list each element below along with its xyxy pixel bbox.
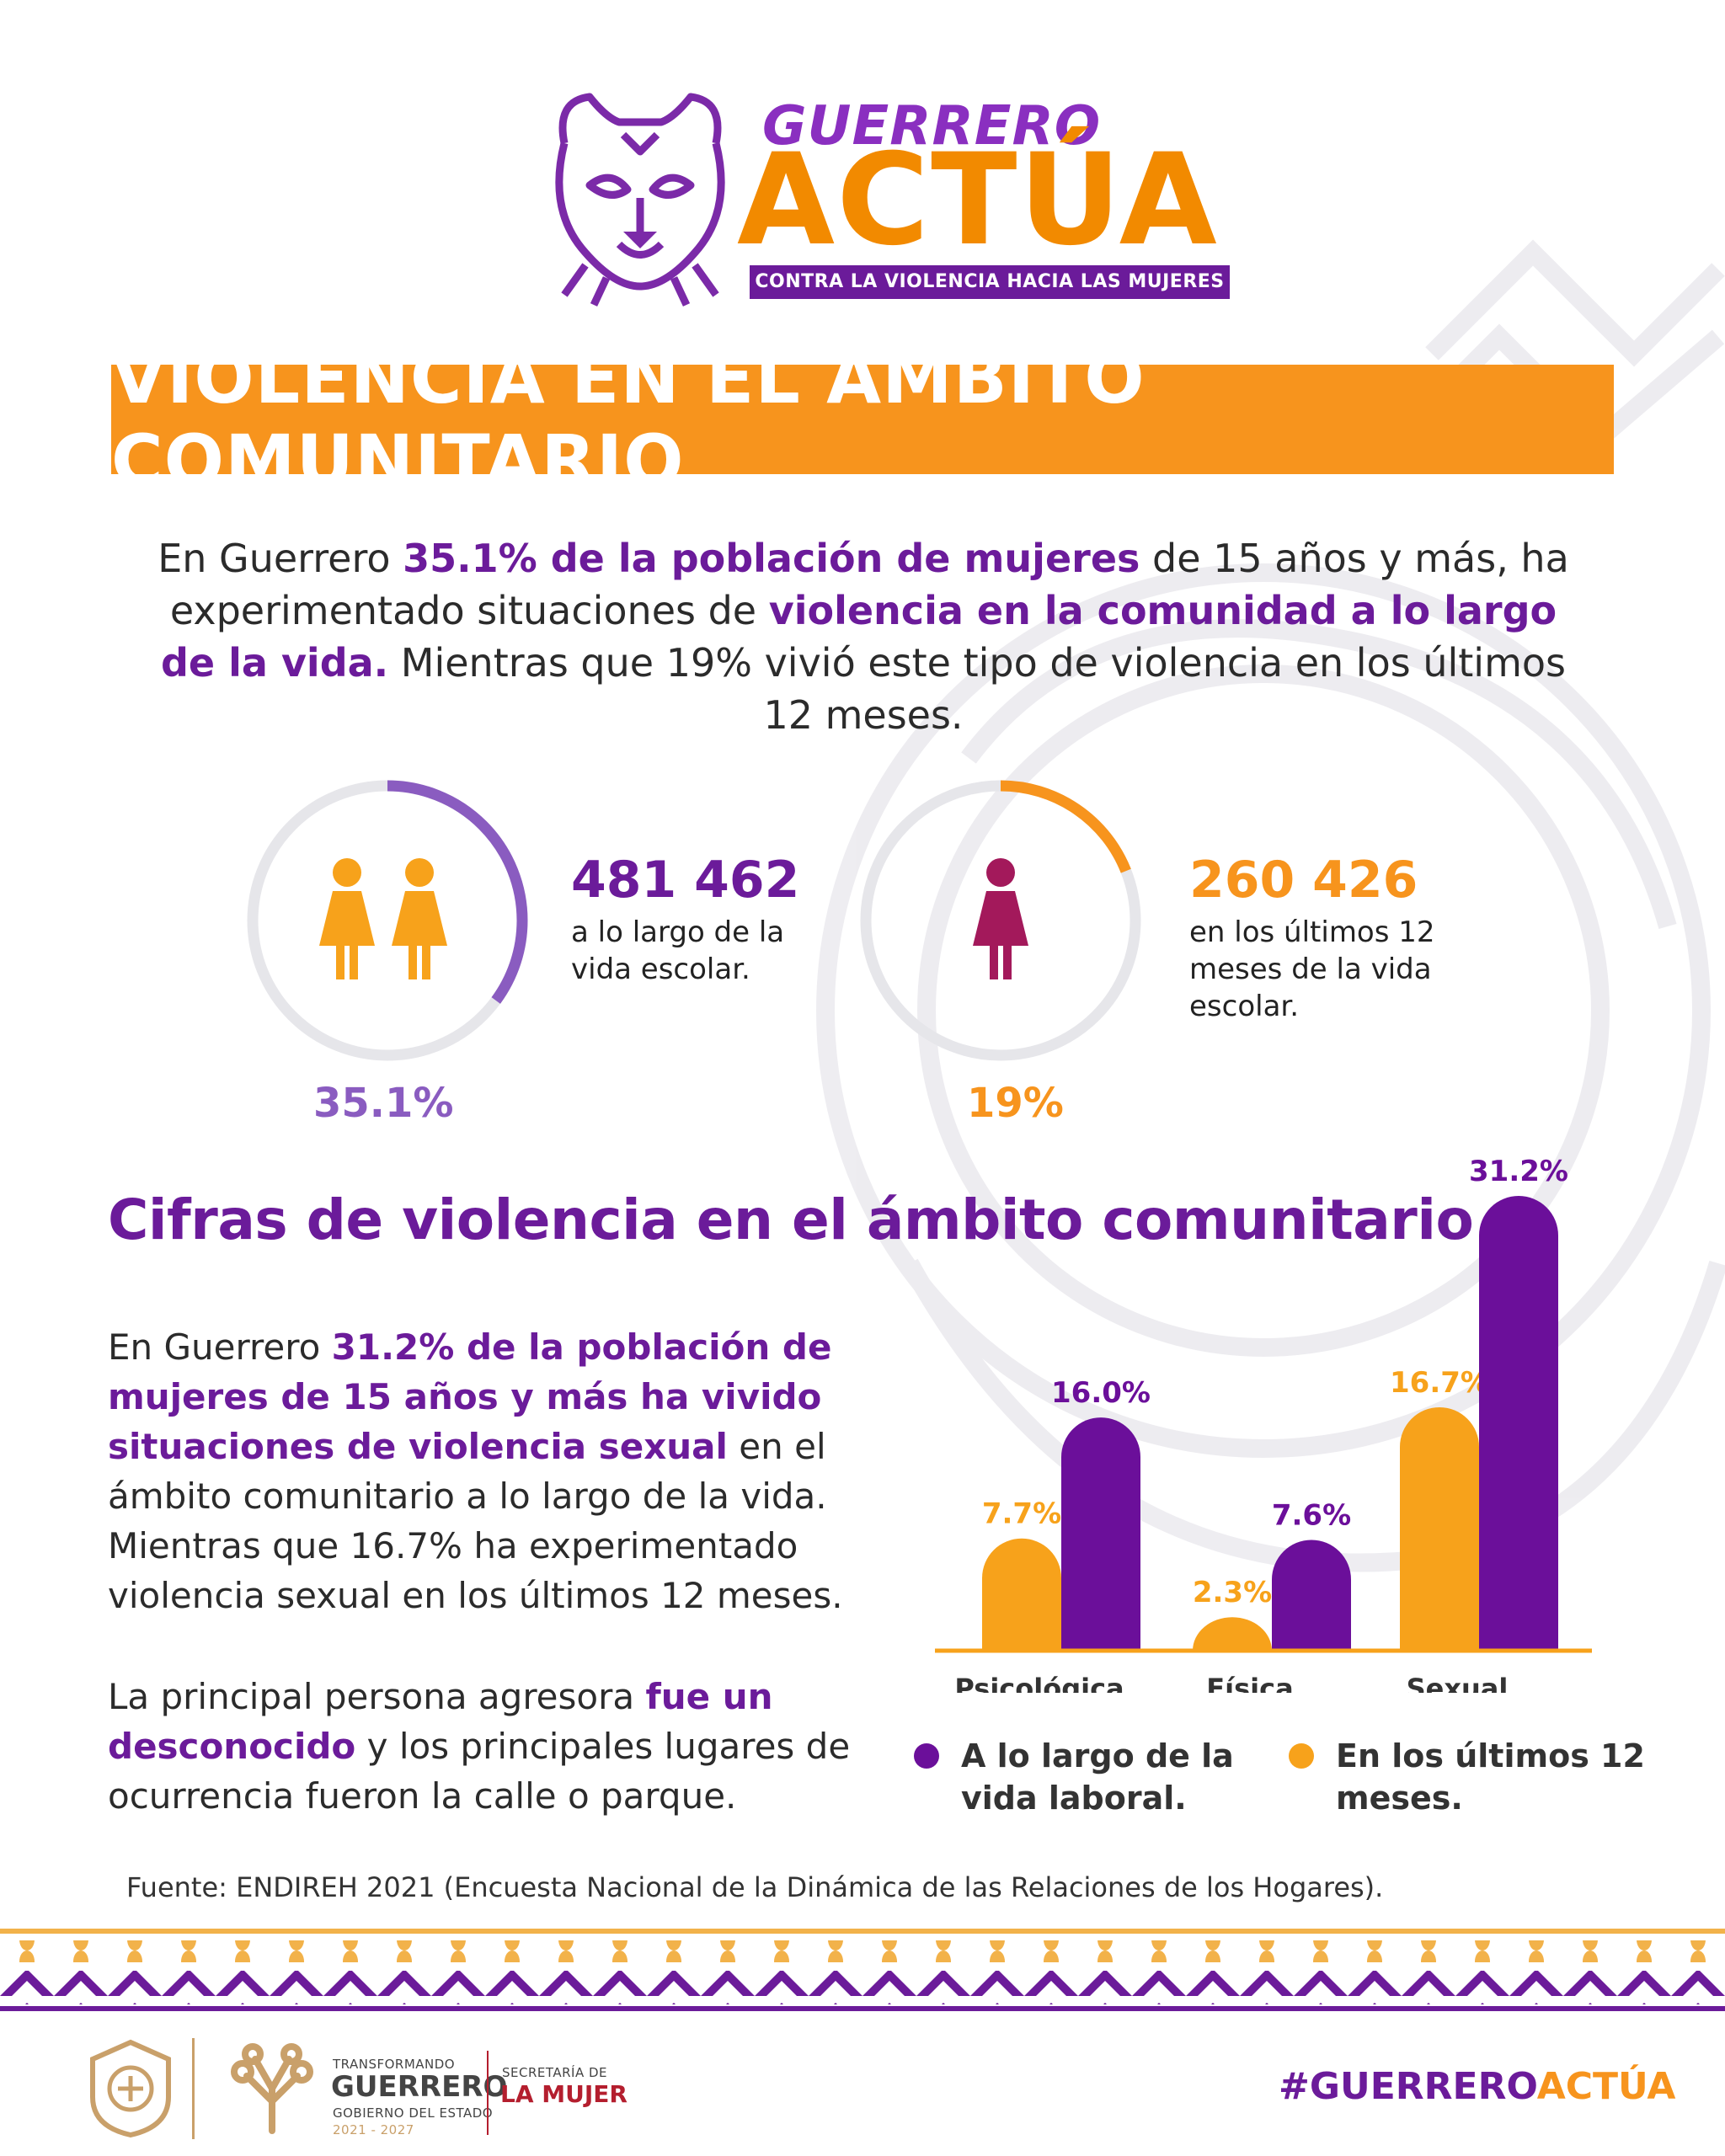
- stat-percent-lifetime: 35.1%: [313, 1080, 454, 1127]
- footer-period: 2021 - 2027: [333, 2122, 414, 2137]
- bar-psicológica-vida: [1061, 1417, 1140, 1651]
- page-title: VIOLENCIA EN EL ÁMBITO COMUNITARIO: [111, 337, 1146, 502]
- para-text: y los principales lugares de ocurrencia …: [108, 1726, 851, 1817]
- stat-desc-line: meses de la vida: [1189, 953, 1432, 986]
- footer-secretaria: SECRETARÍA DE: [502, 2065, 608, 2080]
- para-highlight: fue un desconocido: [108, 1676, 773, 1767]
- intro-text-1: En Guerrero: [158, 536, 403, 581]
- data-label: 7.6%: [1272, 1498, 1351, 1532]
- hashtag-part2: ACTÚA: [1536, 2065, 1676, 2108]
- logo-tagline: CONTRA LA VIOLENCIA HACIA LAS MUJERES: [750, 265, 1230, 299]
- stat-number-lifetime: 481 462: [571, 851, 800, 910]
- bar-física-12-meses: [1193, 1617, 1272, 1651]
- footer-divider: [192, 2038, 195, 2139]
- para-text: en el ámbito comunitario a lo largo de l…: [108, 1426, 843, 1616]
- stat-description-lifetime: a lo largo de la vida escolar.: [571, 914, 784, 988]
- bar-sexual-12-meses: [1400, 1406, 1479, 1651]
- legend-dot-orange: [1289, 1743, 1314, 1769]
- legend-line: meses.: [1336, 1780, 1463, 1817]
- data-label: 2.3%: [1193, 1576, 1272, 1609]
- stat-description-12months: en los últimos 12 meses de la vida escol…: [1189, 914, 1435, 1025]
- bar-chart: 7.7% 16.0% Psicológica 2.3% 7.6% Física 16.7% 3…: [935, 1155, 1592, 1693]
- stat-ring-lifetime: [247, 780, 528, 1061]
- state-seal-icon: [90, 2039, 171, 2138]
- footer-guerrero: GUERRERO: [331, 2070, 508, 2104]
- hashtag: #GUERREROACTÚA: [1279, 2065, 1676, 2108]
- intro-paragraph: En Guerrero 35.1% de la población de muj…: [143, 532, 1583, 741]
- stat-desc-line: a lo largo de la: [571, 915, 785, 949]
- stat-desc-line: en los últimos 12: [1189, 915, 1435, 949]
- footer-transformando: TRANSFORMANDO: [333, 2057, 456, 2072]
- footer-la-mujer: LA MUJER: [500, 2080, 628, 2108]
- two-women-icon: [319, 858, 447, 979]
- footer: TRANSFORMANDO GUERRERO GOBIERNO DEL ESTA…: [0, 2013, 1725, 2156]
- source-note: Fuente: ENDIREH 2021 (Encuesta Nacional …: [126, 1871, 1384, 1903]
- section-title: Cifras de violencia en el ámbito comunit…: [108, 1187, 1474, 1252]
- legend-item-lifetime: A lo largo de la vida laboral.: [914, 1735, 1234, 1819]
- data-label: 16.0%: [1051, 1376, 1151, 1410]
- intro-text-3: Mientras que 19% vivió este tipo de viol…: [388, 640, 1566, 738]
- stat-percent-12months: 19%: [967, 1080, 1064, 1127]
- aggressor-paragraph: La principal persona agresora fue un des…: [108, 1672, 891, 1821]
- data-label: 7.7%: [982, 1497, 1061, 1531]
- bar-psicológica-12-meses: [982, 1538, 1061, 1651]
- stat-ring-arc: [860, 780, 1141, 1061]
- para-text: La principal persona agresora: [108, 1676, 646, 1717]
- stat-desc-line: escolar.: [1189, 990, 1300, 1023]
- bar-física-vida: [1272, 1540, 1351, 1651]
- bar-sexual-vida: [1479, 1196, 1558, 1651]
- stat-ring-12months: [860, 780, 1141, 1061]
- woman-icon: [973, 858, 1028, 979]
- legend-dot-purple: [914, 1743, 939, 1769]
- legend-label: En los últimos 12 meses.: [1336, 1735, 1645, 1819]
- legend-line: vida laboral.: [961, 1780, 1187, 1817]
- tree-logo-icon: [231, 2043, 313, 2134]
- footer-divider-red: [487, 2051, 489, 2135]
- legend-label: A lo largo de la vida laboral.: [961, 1735, 1234, 1819]
- category-label: Sexual: [1407, 1673, 1509, 1693]
- para-highlight: 31.2% de la población de mujeres de 15 a…: [108, 1326, 832, 1467]
- data-label: 31.2%: [1469, 1155, 1568, 1188]
- hashtag-part1: #GUERRERO: [1279, 2065, 1537, 2108]
- intro-highlight-2: violencia en la comunidad a lo largo de …: [160, 588, 1557, 686]
- sexual-violence-paragraph: En Guerrero 31.2% de la población de muj…: [108, 1322, 883, 1620]
- para-text: En Guerrero: [108, 1326, 332, 1368]
- stat-number-12months: 260 426: [1189, 851, 1418, 910]
- category-label: Física: [1206, 1673, 1293, 1693]
- legend-item-12months: En los últimos 12 meses.: [1289, 1735, 1645, 1819]
- footer-gobierno: GOBIERNO DEL ESTADO: [333, 2105, 494, 2121]
- jaguar-icon: [555, 93, 725, 307]
- legend-line: A lo largo de la: [961, 1737, 1234, 1774]
- data-label: 16.7%: [1390, 1366, 1489, 1400]
- decorative-border: [0, 1929, 1725, 2011]
- logo-actua-text: ACTÚA: [737, 127, 1219, 274]
- logo-guerrero-text: GUERRERO: [762, 95, 1102, 157]
- legend-line: En los últimos 12: [1336, 1737, 1645, 1774]
- guerrero-actua-logo: GUERRERO ACTÚA CONTRA LA VIOLENCIA HACIA…: [539, 80, 1230, 320]
- intro-highlight-1: 35.1% de la población de mujeres: [403, 536, 1140, 581]
- title-banner: VIOLENCIA EN EL ÁMBITO COMUNITARIO: [111, 337, 1614, 502]
- intro-text-2: de 15 años y más, ha experimentado situa…: [169, 536, 1569, 633]
- stat-desc-line: vida escolar.: [571, 953, 750, 986]
- category-label: Psicológica: [954, 1673, 1124, 1693]
- stat-ring-arc: [247, 780, 528, 1061]
